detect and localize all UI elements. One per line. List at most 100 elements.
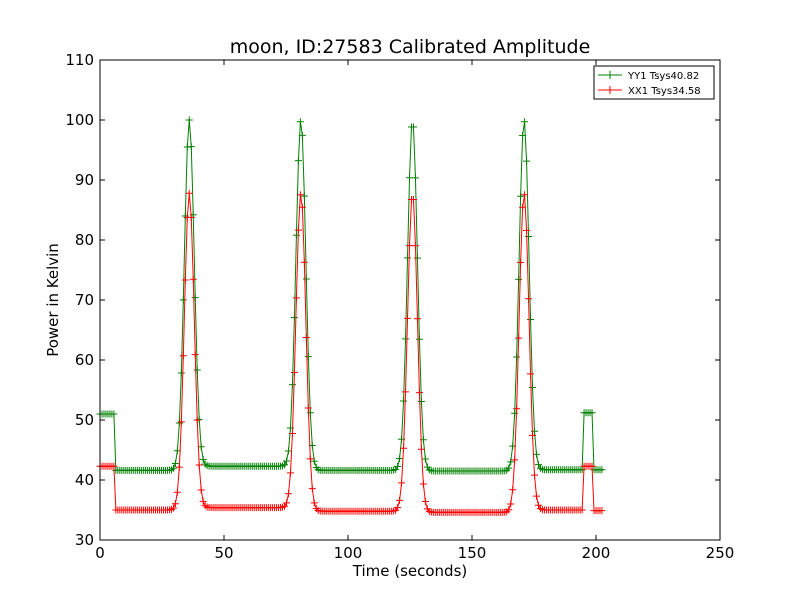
data-point xyxy=(578,506,586,514)
series-yy1 xyxy=(96,116,606,475)
data-point xyxy=(300,192,308,200)
x-tick-label: 200 xyxy=(582,544,611,562)
legend-marker xyxy=(606,71,614,79)
data-point xyxy=(411,242,419,250)
data-point xyxy=(598,507,606,515)
data-point xyxy=(532,492,540,500)
data-point xyxy=(181,276,189,284)
data-point xyxy=(507,458,515,466)
y-tick-label: 60 xyxy=(75,351,94,369)
data-point xyxy=(296,191,304,199)
data-point xyxy=(294,226,302,234)
data-point xyxy=(517,192,525,200)
data-point xyxy=(411,174,419,182)
plot-frame xyxy=(99,59,721,541)
data-point xyxy=(290,313,298,321)
data-point xyxy=(282,499,290,507)
data-point xyxy=(173,488,181,496)
data-point xyxy=(588,409,596,417)
data-point xyxy=(288,429,296,437)
data-point xyxy=(308,485,316,493)
data-point xyxy=(421,455,429,463)
data-point xyxy=(191,351,199,359)
data-point xyxy=(517,259,525,267)
data-point xyxy=(532,450,540,458)
data-point xyxy=(177,369,185,377)
data-point xyxy=(310,457,318,465)
data-point xyxy=(193,366,201,374)
data-point xyxy=(525,232,533,240)
y-axis-label: Power in Kelvin xyxy=(44,243,62,357)
data-point xyxy=(284,490,292,498)
data-point xyxy=(400,444,408,452)
data-point xyxy=(523,226,531,234)
legend-label: YY1 Tsys40.82 xyxy=(627,71,699,82)
x-tick-label: 100 xyxy=(334,544,363,562)
data-point xyxy=(185,116,193,124)
data-point xyxy=(406,174,414,182)
data-point xyxy=(292,294,300,302)
data-point xyxy=(110,410,118,418)
legend: YY1 Tsys40.82 XX1 Tsys34.58 xyxy=(593,65,715,100)
data-point xyxy=(404,254,412,262)
data-point xyxy=(415,335,423,343)
data-point xyxy=(169,464,177,472)
data-point xyxy=(406,242,414,250)
y-tick-label: 110 xyxy=(65,51,94,69)
data-point xyxy=(175,463,183,471)
data-point xyxy=(413,315,421,323)
data-point xyxy=(396,496,404,504)
data-point xyxy=(195,461,203,469)
data-point xyxy=(282,457,290,465)
data-point xyxy=(302,275,310,283)
data-point xyxy=(288,381,296,389)
data-point xyxy=(598,466,606,474)
data-point xyxy=(179,296,187,304)
data-point xyxy=(169,504,177,512)
data-point xyxy=(199,497,207,505)
data-point xyxy=(300,258,308,266)
data-point xyxy=(185,189,193,197)
data-point xyxy=(519,203,527,211)
data-point xyxy=(171,459,179,467)
data-point xyxy=(588,462,596,470)
data-point xyxy=(511,409,519,417)
data-point xyxy=(191,294,199,302)
y-tick-label: 80 xyxy=(75,231,94,249)
x-tick-label: 0 xyxy=(95,544,105,562)
data-point xyxy=(281,461,289,469)
axis-ticks: 0 50 100 150 200 250 30 40 50 60 70 80 90 100 110 xyxy=(65,51,734,562)
data-point xyxy=(396,454,404,462)
data-point xyxy=(519,131,527,139)
data-point xyxy=(402,335,410,343)
data-point xyxy=(304,353,312,361)
series-line xyxy=(100,119,602,472)
x-tick-label: 150 xyxy=(458,544,487,562)
data-point xyxy=(294,157,302,165)
y-tick-label: 70 xyxy=(75,291,94,309)
data-point xyxy=(419,480,427,488)
data-point xyxy=(398,479,406,487)
y-tick-label: 40 xyxy=(75,471,94,489)
data-point xyxy=(417,445,425,453)
data-point xyxy=(400,397,408,405)
data-point xyxy=(284,447,292,455)
data-point xyxy=(187,143,195,151)
data-point xyxy=(402,388,410,396)
data-point xyxy=(409,123,417,131)
data-point xyxy=(296,118,304,126)
y-tick-label: 30 xyxy=(75,531,94,549)
data-point xyxy=(515,275,523,283)
data-point xyxy=(304,404,312,412)
data-point xyxy=(578,466,586,474)
data-point xyxy=(421,498,429,506)
legend-box xyxy=(593,65,715,100)
data-point xyxy=(177,418,185,426)
data-point xyxy=(193,416,201,424)
x-tick-label: 50 xyxy=(214,544,233,562)
data-point xyxy=(409,196,417,204)
data-point xyxy=(521,118,529,126)
data-point xyxy=(507,500,515,508)
data-point xyxy=(515,334,523,342)
